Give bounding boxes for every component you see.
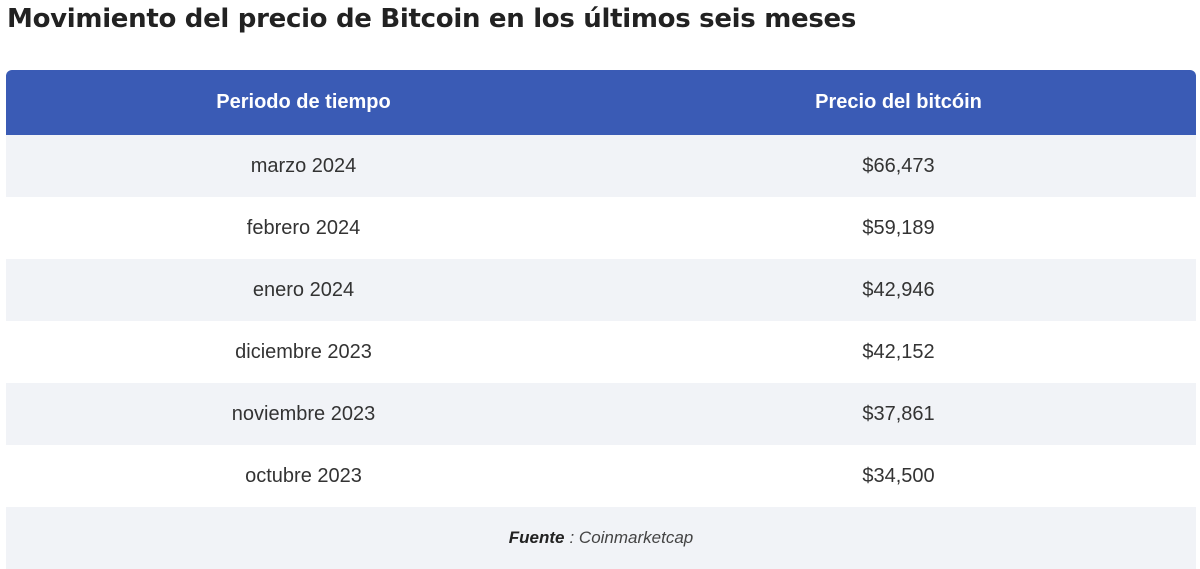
- price-cell: $37,861: [862, 402, 935, 425]
- price-cell: $42,152: [862, 340, 935, 363]
- table-row: octubre 2023 $34,500: [6, 445, 1196, 507]
- table-row: diciembre 2023 $42,152: [6, 321, 1196, 383]
- period-cell: febrero 2024: [246, 216, 361, 239]
- table-row: febrero 2024 $59,189: [6, 197, 1196, 259]
- source-label: Fuente: [508, 528, 565, 547]
- period-cell: noviembre 2023: [231, 402, 376, 425]
- price-cell: $59,189: [862, 216, 935, 239]
- source-row: Fuente : Coinmarketcap: [6, 507, 1196, 569]
- source-text: : Coinmarketcap: [569, 528, 694, 547]
- table-row: marzo 2024 $66,473: [6, 135, 1196, 197]
- header-cell: Periodo de tiempo: [216, 91, 391, 113]
- table-row: noviembre 2023 $37,861: [6, 383, 1196, 445]
- table-body: marzo 2024 $66,473 febrero 2024 $59,189 ener…: [6, 135, 1196, 507]
- header-cell: Precio del bitcóin: [815, 91, 982, 113]
- price-cell: $42,946: [862, 278, 935, 301]
- title: Movimiento del precio de Bitcoin en los …: [7, 4, 857, 34]
- period-cell: diciembre 2023: [235, 340, 372, 363]
- period-cell: marzo 2024: [250, 154, 357, 177]
- table-row: enero 2024 $42,946: [6, 259, 1196, 321]
- table-header: Periodo de tiempo Precio del bitcóin: [6, 70, 1196, 135]
- price-table: Periodo de tiempo Precio del bitcóin marz…: [6, 70, 1196, 569]
- period-cell: octubre 2023: [245, 464, 362, 487]
- price-cell: $66,473: [862, 154, 935, 177]
- price-cell: $34,500: [862, 464, 935, 487]
- period-cell: enero 2024: [252, 278, 355, 301]
